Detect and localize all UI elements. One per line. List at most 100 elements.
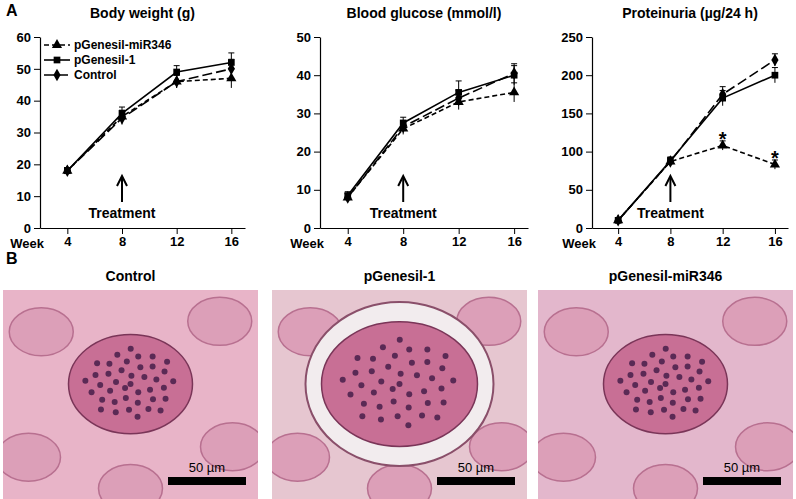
legend-marker <box>52 39 62 48</box>
x-tick: 16 <box>768 228 782 249</box>
y-tick: 0 <box>576 221 592 236</box>
legend-marker <box>54 57 61 64</box>
nucleus <box>135 414 141 420</box>
nucleus <box>663 381 669 387</box>
error-bar <box>772 54 778 66</box>
tubule <box>544 308 608 356</box>
y-tick: 200 <box>561 68 592 83</box>
series <box>344 64 518 204</box>
nucleus <box>648 379 654 385</box>
nucleus <box>406 346 412 352</box>
tubule <box>272 433 330 481</box>
plot-area <box>62 53 236 177</box>
nucleus <box>406 391 412 397</box>
x-tick: 12 <box>452 228 466 249</box>
marker <box>771 54 778 66</box>
x-tick-label: 12 <box>716 234 730 249</box>
legend-marker <box>53 69 60 81</box>
marker <box>173 69 180 76</box>
y-axis-line <box>320 38 321 229</box>
nucleus <box>434 414 440 420</box>
nucleus <box>163 396 169 402</box>
y-tick-mark <box>34 101 40 102</box>
tubule <box>538 433 596 481</box>
nucleus <box>105 371 111 377</box>
nucleus <box>94 360 100 366</box>
series <box>64 53 235 174</box>
error-bar <box>119 112 125 125</box>
nucleus <box>370 356 376 362</box>
nucleus <box>685 354 691 360</box>
marker <box>400 121 407 133</box>
bowman-space <box>306 302 494 466</box>
nucleus <box>92 372 98 378</box>
y-tick: 250 <box>561 30 592 45</box>
x-tick-label: 12 <box>452 234 466 249</box>
nucleus <box>659 358 665 364</box>
x-axis-line <box>321 228 529 229</box>
nucleus <box>145 406 151 412</box>
annotation-arrow <box>121 178 123 202</box>
legend-label: pGenesil-miR346 <box>74 38 172 52</box>
nucleus <box>685 396 691 402</box>
y-tick-label: 200 <box>561 68 583 83</box>
nucleus <box>641 361 647 367</box>
y-tick-mark <box>34 69 40 70</box>
y-tick-mark <box>34 196 40 197</box>
tubule <box>99 465 163 499</box>
nucleus <box>348 391 354 397</box>
nucleus <box>378 417 384 423</box>
nucleus <box>99 397 105 403</box>
nucleus <box>390 386 396 392</box>
y-tick: 20 <box>17 157 40 172</box>
x-axis-line <box>593 228 789 229</box>
nucleus <box>642 388 648 394</box>
nucleus <box>629 360 635 366</box>
nucleus <box>676 374 682 380</box>
nucleus <box>106 361 112 367</box>
error-bar <box>174 75 180 88</box>
nucleus <box>135 354 141 360</box>
nucleus <box>369 368 375 374</box>
annotation-arrowhead <box>665 176 675 186</box>
legend-entry: Control <box>44 68 117 82</box>
nucleus <box>640 371 646 377</box>
nucleus <box>150 396 156 402</box>
nucleus <box>392 353 398 359</box>
x-tick-label: 16 <box>507 234 521 249</box>
y-tick: 150 <box>561 106 592 121</box>
image-panel: pGenesil-miR34650 µm <box>532 268 796 499</box>
series-line <box>348 73 514 197</box>
nucleus <box>340 377 346 383</box>
x-axis: 481216 <box>321 228 529 249</box>
nucleus <box>698 396 704 402</box>
nucleus <box>696 385 702 391</box>
micrograph <box>3 290 258 499</box>
y-tick-label: 40 <box>17 93 31 108</box>
nucleus <box>419 413 425 419</box>
y-tick: 100 <box>561 144 592 159</box>
nucleus <box>697 368 703 374</box>
marker <box>719 88 726 100</box>
tubule <box>188 297 252 345</box>
nucleus <box>617 378 623 384</box>
nucleus <box>405 422 411 428</box>
y-tick: 10 <box>297 182 320 197</box>
nucleus <box>126 407 132 413</box>
image-title: Control <box>106 268 156 284</box>
y-tick-label: 0 <box>24 221 31 236</box>
nucleus <box>150 363 156 369</box>
nucleus <box>429 375 435 381</box>
scale-bar-label: 50 µm <box>189 460 225 475</box>
nucleus <box>135 400 141 406</box>
error-bar <box>720 87 726 102</box>
panel-label: B <box>6 250 18 267</box>
error-bar <box>228 59 234 78</box>
tubule <box>3 433 61 481</box>
series <box>344 66 517 200</box>
x-tick-mark <box>459 228 460 234</box>
y-tick-mark <box>586 190 592 191</box>
legend-entry: pGenesil-miR346 <box>44 38 172 52</box>
x-axis: 481216 <box>593 228 789 249</box>
nucleus <box>158 408 164 414</box>
